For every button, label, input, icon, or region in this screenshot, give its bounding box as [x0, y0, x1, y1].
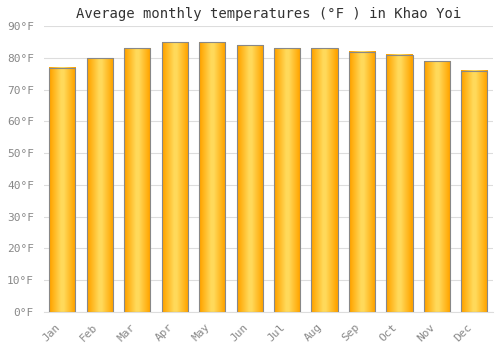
Bar: [162, 42, 188, 312]
Bar: [386, 55, 412, 312]
Bar: [199, 42, 226, 312]
Bar: [461, 71, 487, 312]
Bar: [386, 55, 412, 312]
Bar: [461, 71, 487, 312]
Bar: [236, 45, 262, 312]
Bar: [86, 58, 113, 312]
Bar: [312, 49, 338, 312]
Bar: [162, 42, 188, 312]
Bar: [349, 52, 375, 312]
Bar: [199, 42, 226, 312]
Title: Average monthly temperatures (°F ) in Khao Yoi: Average monthly temperatures (°F ) in Kh…: [76, 7, 461, 21]
Bar: [124, 49, 150, 312]
Bar: [274, 49, 300, 312]
Bar: [274, 49, 300, 312]
Bar: [50, 68, 76, 312]
Bar: [424, 61, 450, 312]
Bar: [236, 45, 262, 312]
Bar: [86, 58, 113, 312]
Bar: [312, 49, 338, 312]
Bar: [349, 52, 375, 312]
Bar: [424, 61, 450, 312]
Bar: [50, 68, 76, 312]
Bar: [124, 49, 150, 312]
